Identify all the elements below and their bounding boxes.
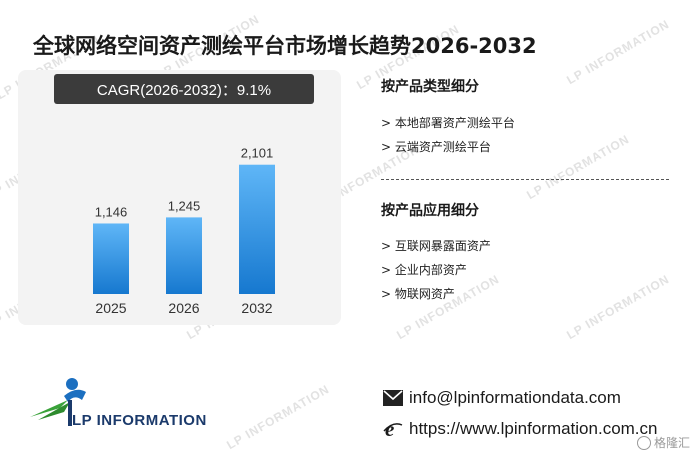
bar-value-label: 1,245 — [168, 198, 201, 213]
email-contact: info@lpinformationdata.com — [383, 388, 621, 408]
x-tick-label: 2032 — [241, 300, 272, 316]
list-item: > 云端资产测绘平台 — [381, 140, 491, 154]
page-title: 全球网络空间资产测绘平台市场增长趋势2026-2032 — [33, 34, 537, 58]
bar-2026 — [166, 217, 202, 294]
cagr-banner: CAGR(2026-2032)：9.1% — [54, 74, 314, 104]
badge-text: 格隆汇 — [653, 436, 690, 450]
svg-text:e: e — [385, 419, 394, 439]
logo-text: LP INFORMATION — [72, 412, 207, 429]
by-type-heading: 按产品类型细分 — [381, 79, 479, 95]
corner-badge: 格隆汇 — [636, 434, 690, 451]
bar-value-label: 1,146 — [95, 204, 128, 219]
email-link[interactable]: info@lpinformationdata.com — [409, 388, 621, 407]
list-item: > 互联网暴露面资产 — [381, 239, 491, 253]
website-contact: e https://www.lpinformation.com.cn — [383, 419, 657, 439]
x-tick-label: 2025 — [95, 300, 126, 316]
list-item: > 本地部署资产测绘平台 — [381, 116, 515, 130]
badge-circle-icon — [636, 435, 651, 450]
envelope-icon — [383, 388, 403, 408]
browser-e-icon: e — [383, 419, 403, 439]
bar-2025 — [93, 223, 129, 294]
bar-2032 — [239, 164, 275, 294]
website-link[interactable]: https://www.lpinformation.com.cn — [409, 419, 658, 438]
list-item: > 企业内部资产 — [381, 263, 467, 277]
bar-value-label: 2,101 — [241, 146, 274, 161]
lp-information-logo — [30, 378, 86, 426]
section-divider — [381, 179, 669, 180]
by-application-heading: 按产品应用细分 — [381, 203, 479, 219]
by-application-list: > 互联网暴露面资产 > 企业内部资产 > 物联网资产 — [381, 238, 491, 310]
list-item: > 物联网资产 — [381, 287, 455, 301]
x-tick-label: 2026 — [168, 300, 199, 316]
by-type-list: > 本地部署资产测绘平台 > 云端资产测绘平台 — [381, 115, 515, 163]
